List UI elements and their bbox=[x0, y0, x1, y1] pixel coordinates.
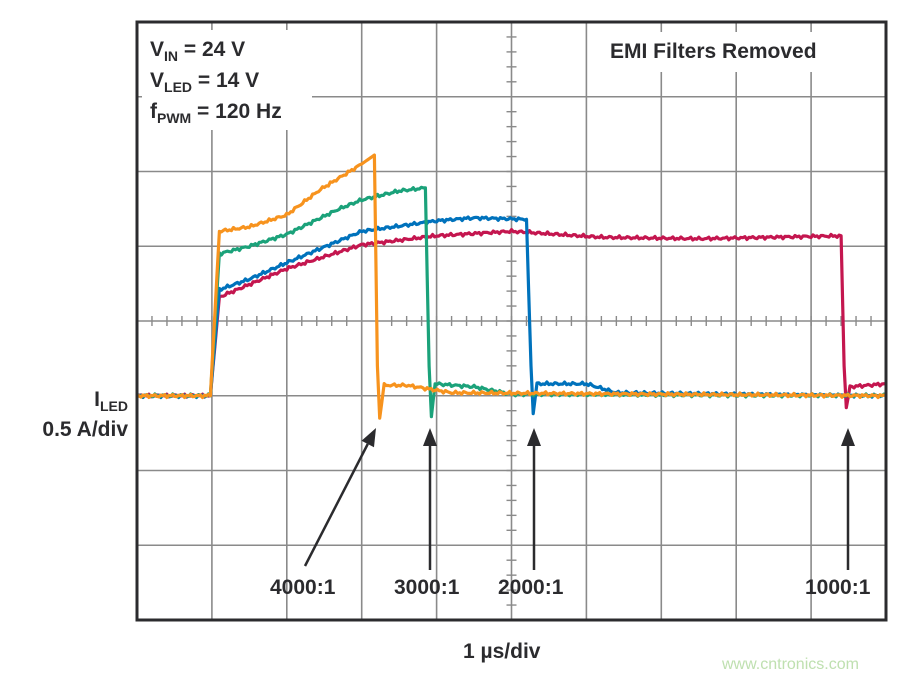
watermark: www.cntronics.com bbox=[722, 656, 859, 673]
x-axis-label: 1 µs/div bbox=[463, 640, 541, 663]
trace-1000 bbox=[136, 228, 887, 410]
trace-4000 bbox=[136, 153, 887, 420]
arrowhead-2000 bbox=[527, 428, 541, 446]
arrow-label-2000: 2000:1 bbox=[498, 576, 564, 599]
arrow-label-4000: 4000:1 bbox=[270, 576, 336, 599]
arrow-label-3000: 3000:1 bbox=[394, 576, 460, 599]
arrow-label-1000: 1000:1 bbox=[805, 576, 871, 599]
y-scale-label: 0.5 A/div bbox=[42, 418, 128, 441]
fpwm-annotation: fPWM = 120 Hz bbox=[150, 100, 282, 126]
title-background bbox=[600, 32, 862, 72]
arrowhead-3000 bbox=[423, 428, 437, 446]
y-axis-label: ILED bbox=[94, 388, 128, 414]
annotation-background bbox=[142, 30, 312, 130]
vled-annotation: VLED = 14 V bbox=[150, 69, 260, 95]
chart-title: EMI Filters Removed bbox=[610, 40, 817, 63]
plot-frame bbox=[135, 20, 888, 622]
arrow-4000 bbox=[303, 443, 369, 567]
arrowhead-1000 bbox=[841, 428, 855, 446]
arrowhead-4000 bbox=[361, 428, 376, 448]
vin-annotation: VIN = 24 V bbox=[150, 38, 246, 64]
